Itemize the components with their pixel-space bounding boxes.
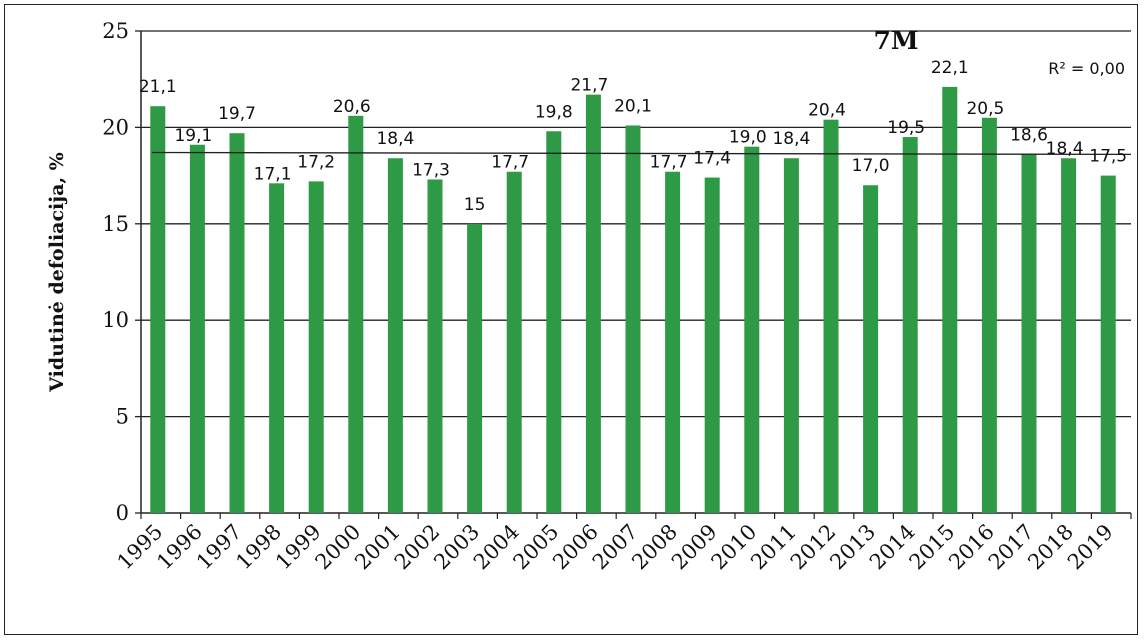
bar-2017 [1021, 154, 1037, 513]
x-tick-label: 2008 [627, 520, 682, 575]
bar-2016 [981, 117, 997, 513]
y-tick-label: 15 [102, 212, 129, 236]
bar-2001 [387, 158, 403, 514]
x-tick-label: 2015 [905, 520, 960, 575]
data-label: 17,4 [693, 149, 731, 169]
data-label: 19,0 [729, 128, 767, 148]
bar-1998 [269, 183, 285, 513]
x-tick-label: 2000 [311, 520, 366, 575]
bar-2014 [902, 137, 918, 514]
x-tick-label: 2012 [786, 520, 841, 575]
x-tick-labels: 1995199619971998199920002001200220032004… [113, 520, 1118, 575]
x-tick-label: 2010 [707, 520, 762, 575]
data-label: 19,7 [218, 104, 256, 124]
x-tick-label: 2003 [429, 520, 484, 575]
data-label: 17,5 [1089, 147, 1127, 167]
x-tick-label: 1998 [231, 520, 286, 575]
bar-1996 [189, 144, 205, 513]
data-label: 20,4 [808, 101, 846, 121]
data-label: 20,1 [614, 96, 652, 116]
trendline [151, 151, 1132, 156]
bar-1999 [308, 181, 324, 513]
bar-2019 [1100, 175, 1116, 513]
y-tick-label: 0 [116, 501, 129, 525]
bar-2006 [585, 94, 601, 514]
x-tick-label: 2011 [746, 520, 801, 575]
x-tick-label: 2007 [588, 520, 643, 575]
bar-2018 [1061, 158, 1077, 514]
bar-1997 [229, 133, 245, 513]
data-label: 20,5 [966, 99, 1004, 119]
data-label: 19,5 [887, 118, 925, 138]
trendline-r2-label: R² = 0,00 [1048, 59, 1125, 78]
y-tick-label: 20 [102, 115, 129, 139]
trendline-group [151, 151, 1132, 156]
data-label: 18,6 [1010, 125, 1048, 145]
data-label: 15 [464, 195, 486, 215]
bar-2013 [863, 185, 879, 514]
bar-2007 [625, 125, 641, 514]
chart-title: 7M [873, 26, 918, 55]
x-tick-label: 2019 [1063, 520, 1118, 575]
x-tick-label: 1996 [152, 520, 207, 575]
x-tick-label: 2004 [469, 520, 524, 575]
y-tick-label: 25 [102, 19, 129, 43]
data-label: 17,1 [254, 164, 292, 184]
x-tick-label: 2013 [825, 520, 880, 575]
bar-2000 [348, 115, 364, 513]
data-label: 21,7 [570, 76, 608, 96]
y-tick-label: 5 [116, 405, 129, 429]
y-axis-label: Vidutinė defoliacija, % [46, 152, 68, 392]
bar-2015 [942, 86, 958, 514]
bars [150, 86, 1116, 514]
chart-frame: 21,1 19,1 19,7 17,1 17,2 20,6 18,4 17,3 15 17,7 19… [4, 4, 1138, 635]
bar-2004 [506, 171, 522, 513]
x-tick-label: 2017 [984, 520, 1039, 575]
x-tick-label: 2009 [667, 520, 722, 575]
data-label: 19,1 [174, 126, 212, 146]
x-tick-label: 2005 [509, 520, 564, 575]
data-label: 18,4 [772, 129, 810, 149]
x-tick-label: 1997 [192, 520, 247, 575]
x-tick-label: 2016 [944, 520, 999, 575]
x-tick-label: 2018 [1023, 520, 1078, 575]
data-label: 17,7 [650, 153, 688, 173]
x-tick-label: 2001 [350, 520, 405, 575]
data-label: 17,2 [297, 152, 335, 172]
bar-2003 [467, 223, 483, 514]
bar-2010 [744, 146, 760, 513]
bar-2011 [783, 158, 799, 514]
data-label: 20,6 [333, 97, 371, 117]
bar-2002 [427, 179, 443, 513]
bar-2008 [665, 171, 681, 513]
x-tick-label: 1999 [271, 520, 326, 575]
data-label: 21,1 [139, 77, 177, 97]
data-label: 18,4 [1046, 139, 1084, 159]
bar-chart: 21,119,119,717,117,220,618,417,31517,719… [46, 19, 1132, 575]
x-tick-label: 2014 [865, 520, 920, 575]
data-labels: 21,119,119,717,117,220,618,417,31517,719… [139, 58, 1127, 215]
x-tick-label: 1995 [113, 520, 168, 575]
bar-2009 [704, 177, 720, 513]
x-tick-label: 2006 [548, 520, 603, 575]
data-label: 19,8 [535, 102, 573, 122]
data-label: 17,0 [852, 156, 890, 176]
y-tick-label: 10 [102, 308, 129, 332]
data-label: 17,7 [491, 153, 529, 173]
data-label: 22,1 [931, 58, 969, 78]
data-label: 18,4 [376, 129, 414, 149]
bar-2012 [823, 119, 839, 514]
data-label: 17,3 [412, 160, 450, 180]
bar-1995 [150, 106, 166, 513]
bar-2005 [546, 131, 562, 514]
x-tick-label: 2002 [390, 520, 445, 575]
y-tick-labels: 0 5 10 15 20 25 [102, 19, 129, 525]
